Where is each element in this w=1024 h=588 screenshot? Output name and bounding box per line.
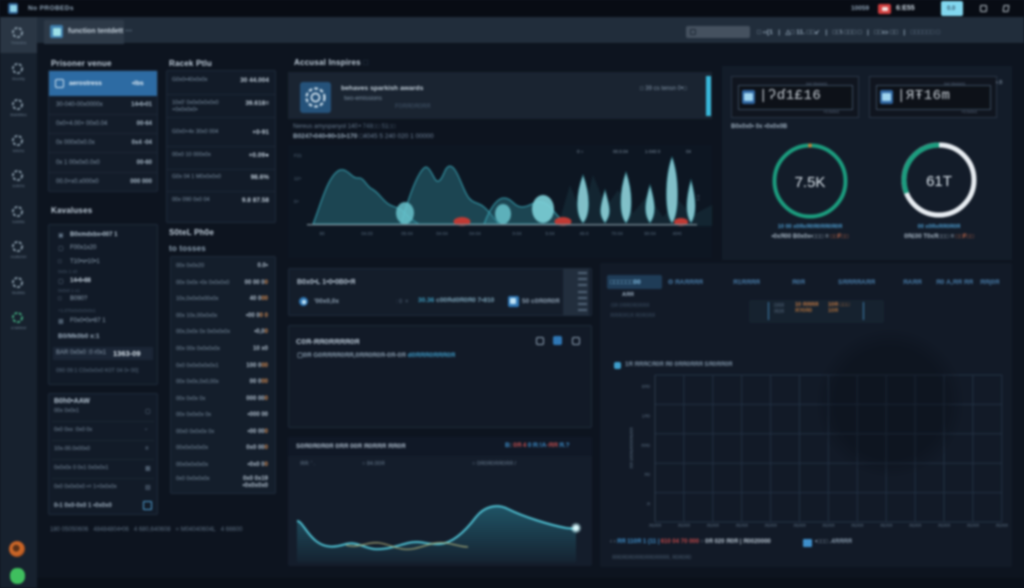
svg-text:Я0ЯЯ: Я0ЯЯ (649, 523, 661, 528)
svg-text:8Я0: 8Я0 (642, 384, 651, 389)
svg-text:90: 90 (319, 231, 325, 236)
svg-text:5-04: 5-04 (545, 231, 555, 236)
svg-text:Я0ЯЯ: Я0ЯЯ (967, 523, 979, 528)
svg-text:Я0ЯЯ: Я0ЯЯ (736, 523, 748, 528)
svg-text:1Я0: 1Я0 (642, 413, 651, 418)
svg-text:ЯЯ 0ЯЯ0ЯЯЯЯ0ЯЯ: ЯЯ 0ЯЯ0ЯЯЯЯ0ЯЯ (629, 427, 634, 468)
svg-text:Я0ЯЯ: Я0ЯЯ (678, 523, 690, 528)
svg-text:Я0ЯЯ: Я0ЯЯ (707, 523, 719, 528)
svg-text:0-04: 0-04 (512, 231, 522, 236)
svg-text:00.0.04: 00.0.04 (613, 149, 629, 154)
svg-text:90-04: 90-04 (644, 231, 656, 236)
svg-text:Я0ЯЯ: Я0ЯЯ (851, 523, 863, 528)
svg-text:04-04: 04-04 (469, 231, 481, 236)
svg-text:46-0: 46-0 (579, 231, 589, 236)
svg-text:Я0ЯЯ: Я0ЯЯ (909, 523, 921, 528)
svg-text:04-04: 04-04 (436, 231, 448, 236)
svg-text:Я0ЯЯ: Я0ЯЯ (880, 523, 892, 528)
svg-text:Я0ЯЯ: Я0ЯЯ (996, 523, 1008, 528)
svg-text:F21: F21 (294, 153, 302, 158)
svg-text:Я0: Я0 (644, 472, 650, 477)
svg-text:12+: 12+ (294, 176, 302, 181)
svg-text:Я0ЯЯ: Я0ЯЯ (764, 523, 776, 528)
svg-text:0+: 0+ (294, 199, 300, 204)
svg-text:70-04: 70-04 (611, 231, 623, 236)
svg-text:0 =: 0 = (577, 149, 584, 154)
svg-text:0 1: 0 1 (696, 195, 701, 201)
svg-text:7.5K: 7.5K (795, 174, 826, 191)
svg-text:61T: 61T (926, 173, 952, 190)
svg-text:Я0ЯЯ: Я0ЯЯ (822, 523, 834, 528)
svg-text:05-04: 05-04 (401, 231, 413, 236)
svg-text:Я0ЯЯ: Я0ЯЯ (938, 523, 950, 528)
svg-text:Я: Я (647, 502, 650, 507)
svg-text:Я0ЯЯ: Я0ЯЯ (793, 523, 805, 528)
svg-text:04: 04 (686, 149, 692, 154)
svg-text:04.03: 04.03 (361, 231, 373, 236)
svg-text:ЯЯ0: ЯЯ0 (641, 443, 650, 448)
svg-text:1-040 0: 1-040 0 (645, 149, 661, 154)
svg-text:40•0: 40•0 (672, 231, 682, 236)
